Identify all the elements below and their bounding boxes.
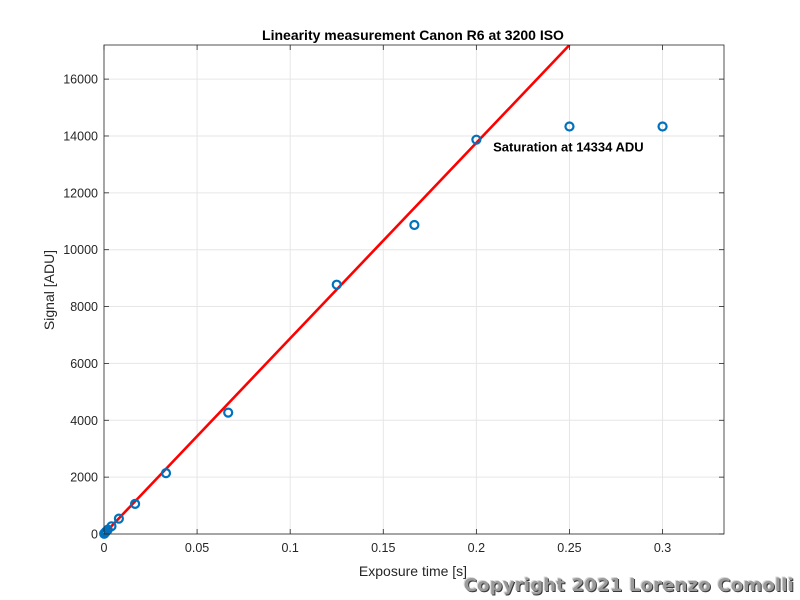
plot-area <box>104 45 724 534</box>
y-tick-label: 4000 <box>70 414 98 428</box>
y-tick-label: 10000 <box>63 243 98 257</box>
x-tick-label: 0.2 <box>468 541 485 555</box>
y-tick-label: 0 <box>91 528 98 542</box>
data-point <box>129 498 141 509</box>
y-tick-label: 14000 <box>63 129 98 143</box>
x-tick-label: 0.3 <box>654 541 671 555</box>
data-point <box>471 134 482 145</box>
y-tick-label: 2000 <box>70 471 98 485</box>
y-tick-label: 12000 <box>63 186 98 200</box>
x-tick-label: 0.15 <box>371 541 395 555</box>
y-tick-label: 8000 <box>70 300 98 314</box>
annotations: Saturation at 14334 ADU <box>493 140 644 155</box>
series-layer <box>99 45 668 539</box>
data-point <box>409 219 420 231</box>
data-point <box>106 521 117 532</box>
y-tick-label: 16000 <box>63 73 98 87</box>
saturation-annotation: Saturation at 14334 ADU <box>493 140 644 155</box>
y-axis-label: Signal [ADU] <box>41 250 57 330</box>
data-point <box>113 513 124 524</box>
axes-box <box>103 44 725 535</box>
data-point <box>160 468 172 479</box>
x-tick-label: 0 <box>101 541 108 555</box>
x-tick-label: 0.05 <box>185 541 209 555</box>
x-axis-label: Exposure time [s] <box>359 563 467 579</box>
data-point <box>100 526 111 537</box>
x-tick-label: 0.25 <box>557 541 581 555</box>
data-point <box>657 121 668 132</box>
data-point <box>223 407 234 418</box>
data-point <box>564 121 575 132</box>
y-tick-label: 6000 <box>70 357 98 371</box>
chart-title: Linearity measurement Canon R6 at 3200 I… <box>262 27 564 43</box>
axis-ticks: 0 0.05 0.1 0.15 0.2 0.25 0.3 0 2000 4000 6000 8000 1… <box>63 45 724 555</box>
data-point <box>331 279 342 290</box>
x-tick-label: 0.1 <box>281 541 298 555</box>
copyright-watermark: Copyright 2021 Lorenzo Comolli <box>463 575 794 596</box>
